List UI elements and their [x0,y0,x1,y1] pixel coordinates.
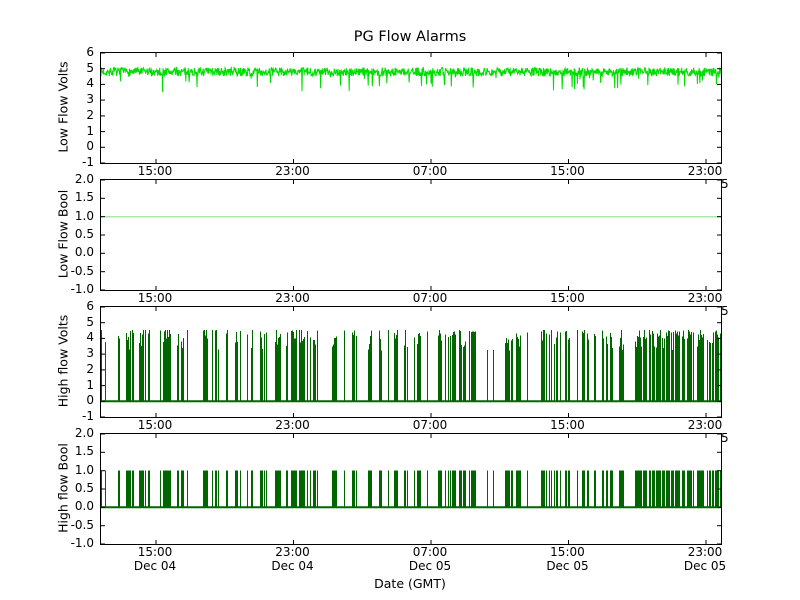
signal-low-flow-volts [101,65,721,93]
x-date-label: Dec 04 [133,559,177,573]
subplot-1-axes [100,52,722,164]
y-tick-label: -0.5 [70,263,94,278]
x-date-label: Dec 05 [683,559,727,573]
x-tick-label: 23:00 [687,164,723,178]
y-tick-label: 2 [86,107,94,122]
subplot-2-plot-area [101,180,721,290]
y-tick-label: 2.0 [74,172,94,186]
subplot-1-plot-area [101,53,721,163]
y-axis-label-2: Low Flow Bool [55,189,71,279]
y-tick-label: 0 [86,393,94,408]
x-tick-label: 23:00 [687,545,723,559]
y-axis-label-3: High flow Volts [55,314,71,408]
y-tick-label: 4 [86,330,94,345]
y-tick-label: -1.0 [70,536,94,550]
x-tick-label: 23:00 [275,164,310,178]
x-tick-label: 23:00 [687,418,723,432]
x-tick-label: 15:00 [137,418,173,432]
clipped-date-label: 5 [721,177,729,191]
x-tick-label: 15:00 [550,545,585,559]
y-tick-label: 5 [86,60,94,75]
subplot-4-axes [100,433,722,545]
y-tick-label: -0.5 [70,517,94,532]
x-date-label: Dec 05 [546,559,589,573]
y-tick-label: 1 [86,377,94,392]
y-tick-label: 3 [86,346,94,361]
x-tick-label: 23:00 [275,418,310,432]
y-tick-label: -1 [82,155,94,169]
x-tick-label: 23:00 [687,291,723,305]
y-tick-label: 0.0 [74,245,94,260]
y-tick-label: -1 [82,409,94,423]
y-axis-label-4: High flow Bool [55,443,71,533]
y-tick-label: 3 [86,92,94,107]
subplot-3-axes [100,306,722,418]
x-tick-label: 15:00 [137,164,173,178]
y-tick-label: 5 [86,314,94,329]
y-tick-label: 1.0 [74,462,94,477]
signal-high-flow-volts [101,329,721,402]
x-tick-label: 07:00 [412,291,448,305]
x-tick-label: 07:00 [412,545,448,559]
y-tick-label: 4 [86,76,94,91]
y-tick-label: 2.0 [74,426,94,440]
x-tick-label: 15:00 [137,545,173,559]
y-tick-label: 0 [86,139,94,154]
y-tick-label: 2 [86,361,94,376]
x-tick-label: 15:00 [550,291,585,305]
y-tick-label: 6 [86,45,94,59]
x-tick-label: 23:00 [275,291,310,305]
subplot-3-plot-area [101,307,721,417]
clipped-date-label: 5 [721,431,729,445]
y-tick-label: 1.0 [74,208,94,223]
subplot-2-axes [100,179,722,291]
subplot-4-plot-area [101,434,721,544]
y-tick-label: 1 [86,123,94,138]
x-tick-label: 23:00 [275,545,310,559]
y-tick-label: 0.0 [74,499,94,514]
x-tick-label: 15:00 [550,418,585,432]
x-date-label: Dec 04 [271,559,314,573]
y-axis-label-1: Low Flow Volts [55,61,71,153]
x-tick-label: 15:00 [137,291,173,305]
x-axis-title: Date (GMT) [374,576,446,591]
y-tick-label: 1.5 [74,444,94,459]
signal-high-flow-bool [101,470,721,508]
y-tick-label: -1.0 [70,282,94,296]
y-tick-label: 1.5 [74,190,94,205]
chart-title: PG Flow Alarms [353,29,467,45]
x-tick-label: 07:00 [412,164,448,178]
clipped-date-label: 5 [721,304,729,318]
y-tick-label: 0.5 [74,481,94,495]
x-date-label: Dec 05 [408,559,452,573]
y-tick-label: 0.5 [74,227,94,241]
x-tick-label: 15:00 [550,164,585,178]
x-tick-label: 07:00 [412,418,448,432]
y-tick-label: 6 [86,299,94,313]
